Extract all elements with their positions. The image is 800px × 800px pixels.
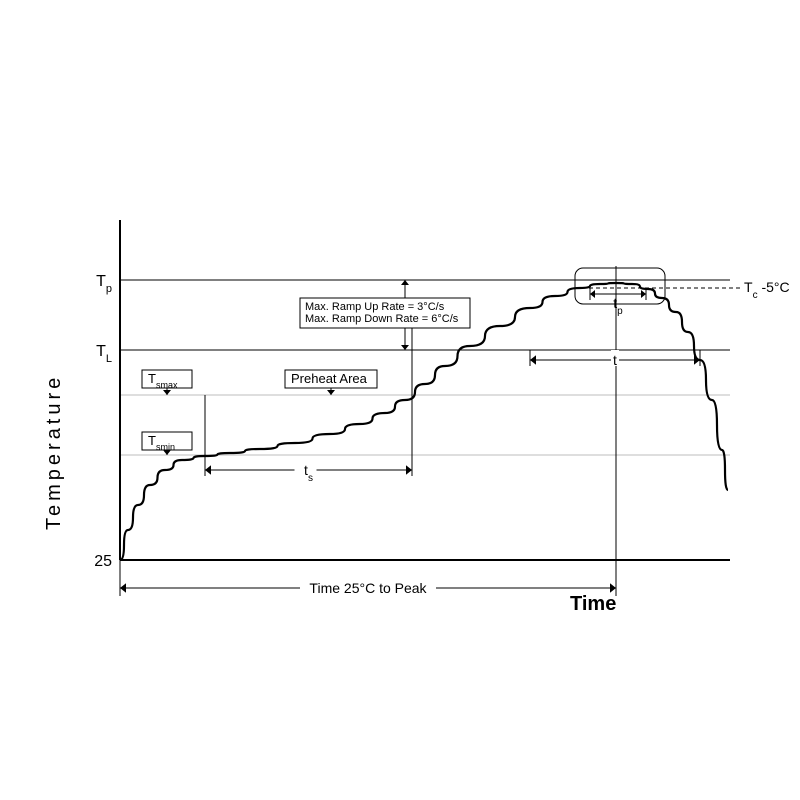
svg-text:Max. Ramp Down Rate = 6°C/s: Max. Ramp Down Rate = 6°C/s xyxy=(305,313,459,325)
svg-text:Temperature: Temperature xyxy=(43,374,65,530)
svg-text:Preheat Area: Preheat Area xyxy=(291,371,368,386)
svg-text:Time: Time xyxy=(570,593,616,615)
svg-text:Time 25°C to Peak: Time 25°C to Peak xyxy=(309,580,427,596)
svg-text:25: 25 xyxy=(94,553,112,570)
svg-text:Max. Ramp Up Rate = 3°C/s: Max. Ramp Up Rate = 3°C/s xyxy=(305,301,445,313)
svg-text:t: t xyxy=(613,352,617,368)
